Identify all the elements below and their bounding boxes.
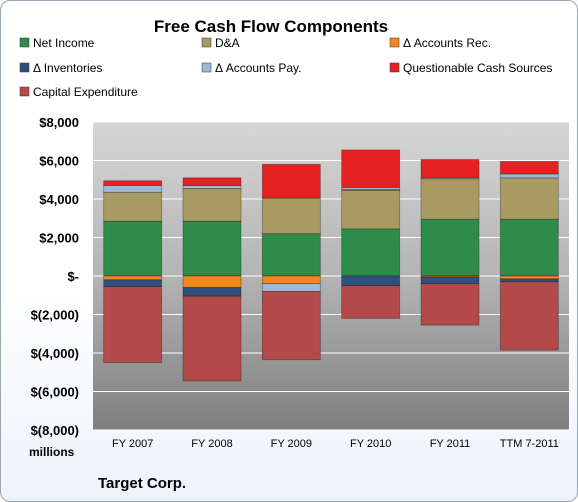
bar-segment (103, 275, 163, 281)
bar-segment (103, 286, 163, 364)
bar-segment (420, 159, 480, 179)
bar-segment (499, 278, 559, 283)
bar-segment (341, 189, 401, 230)
chart-title: Free Cash Flow Components (154, 17, 388, 36)
legend-item: Δ Accounts Rec. (389, 36, 491, 50)
bar-segment (499, 173, 559, 179)
bar-stack (182, 177, 242, 382)
gridlines (93, 121, 569, 431)
bar-segment (103, 279, 163, 287)
bar-segment (103, 185, 163, 193)
bar-segment (261, 283, 321, 292)
y-tick-label: $- (67, 269, 79, 284)
bar-segment (420, 276, 480, 285)
bar-segment (261, 233, 321, 277)
bar-segment (261, 163, 321, 199)
y-tick-label: $(8,000) (31, 423, 79, 438)
bar-segment (341, 275, 401, 287)
bar-stack (341, 149, 401, 319)
bar-segment (499, 218, 559, 277)
bar-segment (499, 161, 559, 175)
bar-stack (420, 159, 480, 326)
legend-item: Net Income (19, 36, 95, 50)
x-tick-label: TTM 7-2011 (500, 438, 559, 450)
bar-segment (341, 228, 401, 277)
y-tick-label: $(6,000) (31, 385, 79, 400)
bar-segment (182, 287, 242, 297)
bar-segment (103, 191, 163, 222)
y-axis-label: millions (29, 445, 75, 459)
legend-label: Capital Expenditure (33, 85, 138, 99)
bar-segment (499, 275, 559, 280)
legend-label: D&A (215, 36, 240, 50)
bar-segment (182, 275, 242, 288)
bar-segment (182, 177, 242, 186)
x-tick-label: FY 2007 (112, 438, 153, 450)
y-tick-label: $6,000 (39, 154, 79, 169)
legend-label: Δ Inventories (33, 61, 102, 75)
legend-swatch (19, 86, 30, 97)
bar-segment (182, 295, 242, 382)
bar-segment (182, 220, 242, 277)
bar-segment (103, 220, 163, 277)
bar-segment (499, 177, 559, 220)
legend-swatch (201, 62, 212, 73)
x-axis: FY 2007 FY 2008 FY 2009 FY 2010 FY 2011 TTM 7… (112, 438, 559, 450)
y-tick-label: $(2,000) (31, 308, 79, 323)
bar-segment (341, 149, 401, 188)
legend-label: Net Income (33, 36, 95, 50)
legend-swatch (201, 37, 212, 48)
bar-segment (341, 285, 401, 319)
legend-swatch (389, 37, 400, 48)
bar-segment (261, 290, 321, 361)
legend-label: Questionable Cash Sources (403, 61, 552, 75)
legend-item: Δ Accounts Pay. (201, 61, 302, 75)
y-tick-label: $4,000 (39, 192, 79, 207)
legend-item: Capital Expenditure (19, 85, 138, 99)
y-axis: $8,000 $6,000 $4,000 $2,000 $- $(2,000) $(4,00… (31, 115, 79, 438)
y-tick-label: $(4,000) (31, 346, 79, 361)
company-name: Target Corp. (98, 475, 186, 492)
bar-segment (420, 283, 480, 326)
bar-stack (499, 161, 559, 351)
bar-stack (261, 163, 321, 361)
bar-segment (499, 281, 559, 351)
bar-segment (261, 197, 321, 235)
legend: Net Income D&A Δ Accounts Rec. Δ Inventorie… (19, 36, 552, 99)
bar-segment (182, 188, 242, 222)
bar-segment (261, 275, 321, 285)
bar-segment (103, 180, 163, 186)
legend-swatch (19, 62, 30, 73)
legend-item: D&A (201, 36, 240, 50)
legend-swatch (389, 62, 400, 73)
legend-label: Δ Accounts Pay. (215, 61, 302, 75)
legend-item: Δ Inventories (19, 61, 102, 75)
x-tick-label: FY 2008 (191, 438, 232, 450)
x-tick-label: FY 2010 (350, 438, 391, 450)
legend-swatch (19, 37, 30, 48)
bar-segment (420, 178, 480, 220)
bar-segment (182, 185, 242, 189)
y-tick-label: $8,000 (39, 115, 79, 130)
y-tick-label: $2,000 (39, 231, 79, 246)
bars (103, 149, 559, 382)
legend-item: Questionable Cash Sources (389, 61, 552, 75)
x-tick-label: FY 2011 (430, 438, 471, 450)
bar-segment (420, 218, 480, 277)
bar-stack (103, 180, 163, 364)
legend-label: Δ Accounts Rec. (403, 36, 491, 50)
x-tick-label: FY 2009 (271, 438, 312, 450)
